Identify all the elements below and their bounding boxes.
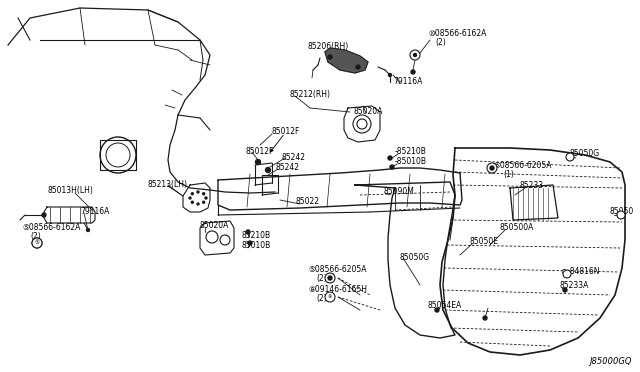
Polygon shape <box>325 48 368 73</box>
Circle shape <box>568 155 572 159</box>
Text: ⑩08566-6162A: ⑩08566-6162A <box>428 29 486 38</box>
Text: 85022: 85022 <box>295 198 319 206</box>
Circle shape <box>106 143 130 167</box>
Text: (2): (2) <box>435 38 445 46</box>
Text: ⑧: ⑧ <box>328 295 332 299</box>
Circle shape <box>197 203 199 205</box>
Text: 85206(RH): 85206(RH) <box>308 42 349 51</box>
Circle shape <box>191 201 193 203</box>
Circle shape <box>353 115 371 133</box>
Circle shape <box>220 235 230 245</box>
Text: 85050G: 85050G <box>399 253 429 262</box>
Text: 850500A: 850500A <box>500 224 534 232</box>
Text: 85020A: 85020A <box>353 106 382 115</box>
Circle shape <box>266 167 271 173</box>
Circle shape <box>388 156 392 160</box>
Circle shape <box>203 193 205 195</box>
Text: 85050G: 85050G <box>569 150 599 158</box>
Text: 85050E: 85050E <box>470 237 499 247</box>
Text: ⊙ 84816N: ⊙ 84816N <box>561 266 600 276</box>
Text: 85054EA: 85054EA <box>428 301 462 311</box>
Circle shape <box>203 201 205 203</box>
Circle shape <box>435 308 439 312</box>
Text: ⑤08566-6205A: ⑤08566-6205A <box>493 160 552 170</box>
Circle shape <box>490 166 494 170</box>
Circle shape <box>566 153 574 161</box>
Circle shape <box>413 54 417 57</box>
Text: (2): (2) <box>316 295 327 304</box>
Circle shape <box>100 137 136 173</box>
Circle shape <box>328 276 332 280</box>
Text: ⑤08566-6205A: ⑤08566-6205A <box>308 264 367 273</box>
Circle shape <box>255 160 260 164</box>
Text: (2): (2) <box>316 273 327 282</box>
Circle shape <box>328 55 332 59</box>
Text: 85242: 85242 <box>281 153 305 161</box>
Circle shape <box>617 211 625 219</box>
Circle shape <box>563 270 571 278</box>
Text: (2): (2) <box>30 232 41 241</box>
Text: ⑤: ⑤ <box>328 276 332 280</box>
Text: 85210B: 85210B <box>242 231 271 240</box>
Text: -85010B: -85010B <box>395 157 427 167</box>
Circle shape <box>32 238 42 248</box>
Text: 79116A: 79116A <box>393 77 422 87</box>
Circle shape <box>205 197 207 199</box>
Text: 79116A: 79116A <box>80 208 109 217</box>
Circle shape <box>35 241 38 244</box>
Circle shape <box>325 292 335 302</box>
Circle shape <box>197 191 199 193</box>
Circle shape <box>563 288 567 292</box>
Circle shape <box>325 273 335 283</box>
Circle shape <box>206 231 218 243</box>
Text: 85050: 85050 <box>610 208 634 217</box>
Circle shape <box>619 213 623 217</box>
Text: ⑤: ⑤ <box>35 241 40 246</box>
Text: 85012F: 85012F <box>272 128 300 137</box>
Circle shape <box>483 316 487 320</box>
Circle shape <box>487 163 497 173</box>
Circle shape <box>42 213 46 217</box>
Circle shape <box>191 193 193 195</box>
Circle shape <box>246 230 250 234</box>
Text: 85213(LH): 85213(LH) <box>148 180 188 189</box>
Text: 85212(RH): 85212(RH) <box>289 90 330 99</box>
Text: 85090M: 85090M <box>383 187 414 196</box>
Text: 85013H(LH): 85013H(LH) <box>47 186 93 196</box>
Text: -85210B: -85210B <box>395 148 427 157</box>
Circle shape <box>189 197 191 199</box>
Text: 85242: 85242 <box>275 163 299 171</box>
Text: 85020A: 85020A <box>199 221 228 231</box>
Circle shape <box>410 50 420 60</box>
Text: 85233: 85233 <box>520 182 544 190</box>
Text: J85000GQ: J85000GQ <box>589 357 632 366</box>
Circle shape <box>390 165 394 169</box>
Text: 85233A: 85233A <box>559 282 588 291</box>
Circle shape <box>356 65 360 69</box>
Circle shape <box>248 241 252 245</box>
Text: (1): (1) <box>503 170 514 179</box>
Circle shape <box>411 70 415 74</box>
Text: 85012F: 85012F <box>245 147 273 155</box>
Circle shape <box>388 74 392 77</box>
Circle shape <box>357 119 367 129</box>
Text: ⑤08566-6162A: ⑤08566-6162A <box>22 224 81 232</box>
Circle shape <box>86 228 90 231</box>
Text: ⑤: ⑤ <box>490 166 494 170</box>
Text: ⑧09146-6165H: ⑧09146-6165H <box>308 285 367 295</box>
Circle shape <box>32 238 42 248</box>
Text: 85010B: 85010B <box>242 241 271 250</box>
